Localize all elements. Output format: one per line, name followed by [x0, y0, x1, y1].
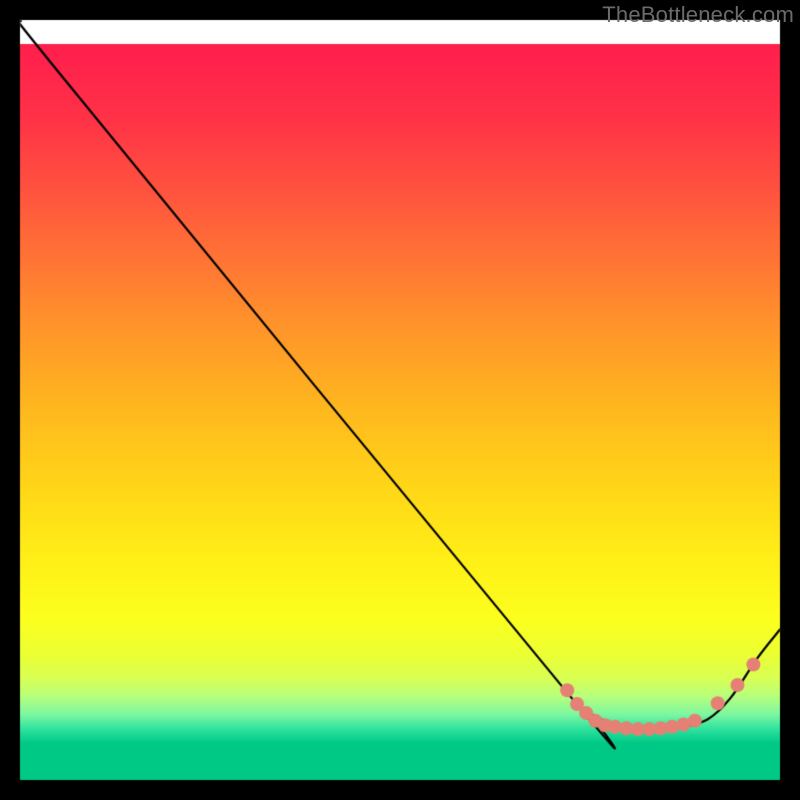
chart-stage: TheBottleneck.com: [0, 0, 800, 800]
curve-markers: [0, 0, 800, 800]
